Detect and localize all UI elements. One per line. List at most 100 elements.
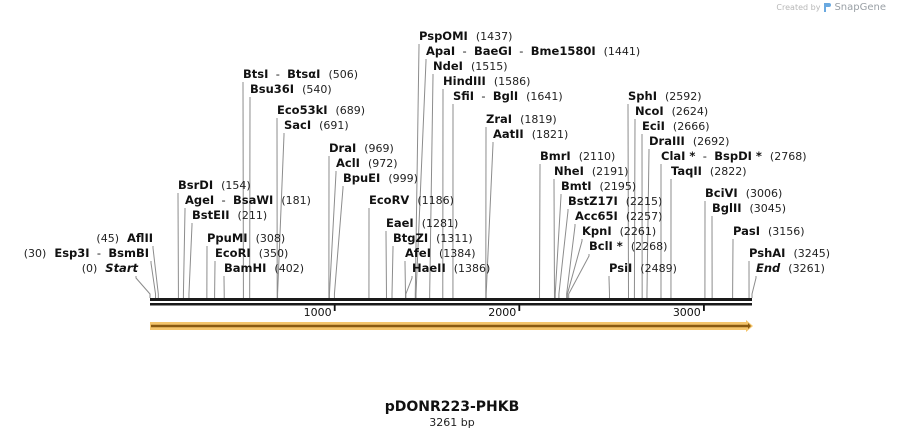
site-label-acc65i[interactable]: Acc65I (2257) xyxy=(575,209,662,224)
site-label-bpuei[interactable]: BpuEI (999) xyxy=(343,171,418,186)
site-label-ecii[interactable]: EciI (2666) xyxy=(642,119,709,134)
backbone-strand-bottom[interactable] xyxy=(150,303,752,306)
enzyme-name: BtsαI xyxy=(287,67,321,81)
name-separator: - xyxy=(695,149,715,163)
site-label-psii[interactable]: PsiI (2489) xyxy=(609,261,677,276)
enzyme-name: AclI xyxy=(336,156,360,170)
leader-line xyxy=(405,276,413,298)
site-position: (2257) xyxy=(625,210,663,223)
axis-ticks xyxy=(333,305,705,311)
enzyme-name: AfeI xyxy=(405,246,431,260)
site-label-bcivi[interactable]: BciVI (3006) xyxy=(705,186,782,201)
site-label-hindiii[interactable]: HindIII (1586) xyxy=(443,74,530,89)
site-label-draiii[interactable]: DraIII (2692) xyxy=(649,134,729,149)
backbone-strand-top[interactable] xyxy=(150,298,752,301)
enzyme-name: NheI xyxy=(554,164,584,178)
enzyme-name: AgeI xyxy=(185,193,215,207)
site-label-pshai[interactable]: PshAI (3245) xyxy=(749,246,830,261)
site-label-bamhi[interactable]: BamHI (402) xyxy=(224,261,304,276)
enzyme-name: ZraI xyxy=(486,112,513,126)
site-label-agei[interactable]: AgeI - BsaWI (181) xyxy=(185,193,311,208)
snapgene-credit: Created by SnapGene xyxy=(776,2,886,13)
snapgene-logo-icon xyxy=(824,3,832,12)
tick-mark xyxy=(333,305,336,311)
name-separator: - xyxy=(268,67,288,81)
site-label-ecori[interactable]: EcoRI (350) xyxy=(215,246,288,261)
site-position: (308) xyxy=(255,232,286,245)
leader-line xyxy=(152,246,159,298)
site-label-ncoi[interactable]: NcoI (2624) xyxy=(635,104,708,119)
site-label-pspomi[interactable]: PspOMI (1437) xyxy=(419,29,512,44)
site-label-haeii[interactable]: HaeII (1386) xyxy=(412,261,490,276)
site-label-bmri[interactable]: BmrI (2110) xyxy=(540,149,615,164)
site-label-nhei[interactable]: NheI (2191) xyxy=(554,164,628,179)
site-position: (2195) xyxy=(599,180,637,193)
site-label-aatii[interactable]: AatII (1821) xyxy=(493,127,568,142)
site-label-eco53ki[interactable]: Eco53kI (689) xyxy=(277,103,365,118)
site-label-acli[interactable]: AclI (972) xyxy=(336,156,398,171)
site-label-sphi[interactable]: SphI (2592) xyxy=(628,89,702,104)
site-label-clai[interactable]: ClaI * - BspDI * (2768) xyxy=(661,149,807,164)
site-label-ndei[interactable]: NdeI (1515) xyxy=(433,59,508,74)
site-label-btsi[interactable]: BtsI - BtsαI (506) xyxy=(243,67,358,82)
enzyme-name: SphI xyxy=(628,89,657,103)
site-position: (1515) xyxy=(470,60,508,73)
site-position: (2110) xyxy=(578,150,616,163)
site-label-bglii[interactable]: BglII (3045) xyxy=(712,201,786,216)
name-separator: - xyxy=(214,193,233,207)
site-label-bmti[interactable]: BmtI (2195) xyxy=(561,179,636,194)
site-label-saci[interactable]: SacI (691) xyxy=(284,118,349,133)
site-position: (3006) xyxy=(745,187,783,200)
site-label-bsu36i[interactable]: Bsu36I (540) xyxy=(250,82,332,97)
site-label-apai[interactable]: ApaI - BaeGI - Bme1580I (1441) xyxy=(426,44,640,59)
site-position: (1586) xyxy=(493,75,531,88)
enzyme-name: End xyxy=(756,261,781,275)
orf-feature-arrow[interactable] xyxy=(150,320,753,332)
site-position: (2692) xyxy=(692,135,730,148)
site-label-sfii[interactable]: SfiI - BglI (1641) xyxy=(453,89,563,104)
site-label-drai[interactable]: DraI (969) xyxy=(329,141,394,156)
site-position: (2624) xyxy=(671,105,709,118)
name-separator: - xyxy=(455,44,474,58)
site-label-end[interactable]: End (3261) xyxy=(756,261,825,276)
site-label-ecorv[interactable]: EcoRV (1186) xyxy=(369,193,454,208)
leader-line xyxy=(414,44,420,298)
site-label-bcli[interactable]: BclI * (2268) xyxy=(589,239,667,254)
orf-arrow-core xyxy=(151,323,751,329)
name-separator: - xyxy=(89,246,109,260)
site-label-zrai[interactable]: ZraI (1819) xyxy=(486,112,557,127)
site-label-aflii[interactable]: (45) AflII xyxy=(96,231,153,246)
leader-line xyxy=(182,208,186,298)
site-label-bsrdi[interactable]: BsrDI (154) xyxy=(178,178,251,193)
site-position: (402) xyxy=(274,262,305,275)
enzyme-name: EaeI xyxy=(386,216,414,230)
enzyme-name: Bsu36I xyxy=(250,82,295,96)
site-label-eaei[interactable]: EaeI (1281) xyxy=(386,216,458,231)
sequence-backbone[interactable] xyxy=(150,298,752,306)
enzyme-name: BmrI xyxy=(540,149,571,163)
site-position: (540) xyxy=(302,83,332,96)
site-label-taqii[interactable]: TaqII (2822) xyxy=(671,164,747,179)
site-label-ppumi[interactable]: PpuMI (308) xyxy=(207,231,285,246)
site-position: (2261) xyxy=(619,225,657,238)
leader-line xyxy=(429,74,434,298)
leader-line xyxy=(333,186,344,298)
enzyme-name: BamHI xyxy=(224,261,267,275)
tick-mark xyxy=(518,305,521,311)
enzyme-name: BsaWI xyxy=(233,193,274,207)
enzyme-name: PsiI xyxy=(609,261,633,275)
site-label-bsteii[interactable]: BstEII (211) xyxy=(192,208,267,223)
site-position: (1819) xyxy=(520,113,557,126)
enzyme-name: AflII xyxy=(127,231,153,245)
site-label-bstz17i[interactable]: BstZ17I (2215) xyxy=(568,194,662,209)
site-label-afei[interactable]: AfeI (1384) xyxy=(405,246,476,261)
tick-label: 3000 xyxy=(672,306,701,319)
site-position: (1441) xyxy=(603,45,641,58)
site-label-btgzi[interactable]: BtgZI (1311) xyxy=(393,231,473,246)
site-label-pasi[interactable]: PasI (3156) xyxy=(733,224,805,239)
leader-line xyxy=(751,276,757,298)
site-label-kpni[interactable]: KpnI (2261) xyxy=(582,224,656,239)
site-label-esp3i[interactable]: (30) Esp3I - BsmBI xyxy=(24,246,149,261)
site-label-start[interactable]: (0) Start xyxy=(82,261,138,276)
